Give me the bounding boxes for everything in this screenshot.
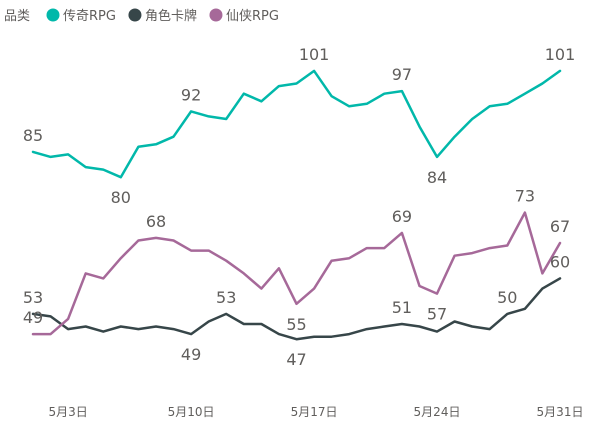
data-label-0-4: 97 [392, 65, 412, 84]
data-label-2-2: 55 [286, 315, 306, 334]
data-label-1-2: 53 [216, 288, 236, 307]
data-label-1-4: 51 [392, 298, 412, 317]
data-label-0-5: 84 [427, 168, 447, 187]
data-label-2-6: 67 [550, 217, 570, 236]
x-axis: 5月3日 5月10日 5月17日 5月24日 5月31日 [48, 405, 583, 419]
data-label-2-3: 69 [392, 207, 412, 226]
data-label-0-6: 101 [545, 45, 576, 64]
data-label-0-2: 92 [181, 85, 201, 104]
plot-area [31, 69, 562, 341]
series-line-0[interactable] [31, 69, 562, 179]
legend-marker-0 [46, 8, 60, 22]
data-label-2-1: 68 [146, 212, 166, 231]
x-tick-label-1: 5月10日 [168, 405, 215, 419]
data-label-2-5: 73 [515, 187, 535, 206]
x-tick-label-4: 5月31日 [537, 405, 584, 419]
legend-label-1[interactable]: 角色卡牌 [145, 8, 197, 24]
legend: 品类 传奇RPG 角色卡牌 仙侠RPG [4, 8, 279, 24]
series-line-2[interactable] [31, 211, 562, 336]
legend-label-0[interactable]: 传奇RPG [63, 8, 116, 24]
data-label-1-0: 53 [23, 288, 43, 307]
data-label-0-0: 85 [23, 126, 43, 145]
data-label-1-1: 49 [181, 345, 201, 364]
data-label-1-5: 50 [497, 288, 517, 307]
x-tick-label-2: 5月17日 [291, 405, 338, 419]
data-label-2-0: 49 [23, 308, 43, 327]
data-labels: 8580921019784101534953475150604968556957… [23, 45, 575, 369]
x-tick-label-0: 5月3日 [48, 405, 87, 419]
data-label-1-3: 47 [286, 350, 306, 369]
legend-marker-1 [128, 8, 142, 22]
legend-title: 品类 [4, 9, 30, 24]
data-label-1-6: 60 [550, 252, 570, 271]
series-line-1[interactable] [31, 277, 562, 341]
data-label-2-4: 57 [427, 305, 447, 324]
data-label-0-3: 101 [299, 45, 330, 64]
data-label-0-1: 80 [111, 188, 131, 207]
x-tick-label-3: 5月24日 [414, 405, 461, 419]
legend-label-2[interactable]: 仙侠RPG [226, 9, 279, 24]
legend-marker-2 [209, 8, 223, 22]
